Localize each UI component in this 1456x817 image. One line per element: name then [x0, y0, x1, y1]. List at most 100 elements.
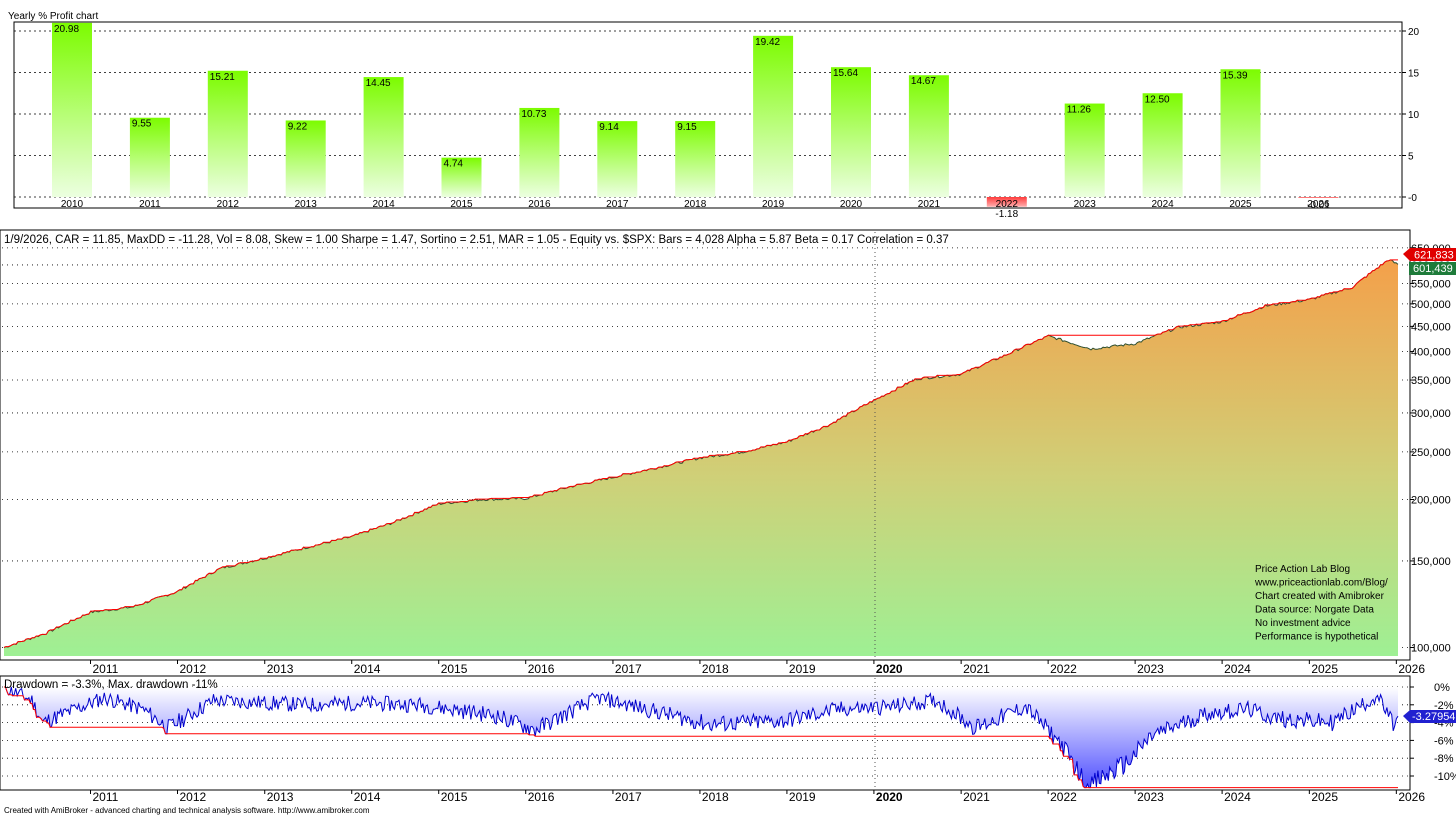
equity-x-tick-label: 2013 — [267, 662, 294, 676]
drawdown-y-tick-label: -6% — [1434, 735, 1454, 747]
profit-x-tick-label: 2021 — [918, 199, 941, 210]
equity-x-tick-label: 2017 — [615, 662, 642, 676]
equity-annotations: Price Action Lab Blog www.priceactionlab.… — [1254, 564, 1388, 643]
profit-x-tick-label: 2017 — [606, 199, 629, 210]
drawdown-y-tick-label: -2% — [1434, 700, 1454, 712]
equity-x-tick-label: 2016 — [528, 662, 555, 676]
drawdown-x-tick-label: 2025 — [1311, 790, 1338, 804]
footer-credit: Created with AmiBroker - advanced charti… — [4, 806, 370, 815]
equity-x-tick-label: 2026 — [1398, 662, 1425, 676]
equity-x-tick-label: 2020 — [876, 662, 903, 676]
profit-chart-title: Yearly % Profit chart — [8, 11, 98, 22]
equity-x-tick-label: 2022 — [1050, 662, 1077, 676]
equity-highs-line — [3, 259, 1398, 648]
profit-bars — [52, 22, 1339, 207]
equity-x-tick-label: 2021 — [963, 662, 990, 676]
max-drawdown-line — [4, 686, 1398, 789]
profit-data-label: 12.50 — [1145, 94, 1170, 105]
drawdown-pane: Drawdown = -3.3%, Max. drawdown -11% 0% -… — [0, 675, 1456, 804]
profit-bar — [986, 197, 1027, 207]
drawdown-y-ticks: 0%-2%-4%-6%-8%-10% — [1410, 682, 1456, 783]
profit-bar — [908, 75, 949, 197]
profit-data-label: 15.64 — [833, 68, 858, 79]
profit-data-label: 9.22 — [288, 121, 308, 132]
equity-y-tick-label: 200,000 — [1411, 495, 1451, 507]
drawdown-title: Drawdown = -3.3%, Max. drawdown -11% — [4, 679, 218, 691]
equity-y-tick-label: 150,000 — [1411, 556, 1451, 568]
profit-bar — [1142, 93, 1183, 197]
profit-y-tick-label: -0 — [1408, 193, 1417, 204]
profit-data-label: 9.15 — [677, 122, 697, 133]
drawdown-y-tick-label: 0% — [1434, 682, 1450, 694]
drawdown-x-tick-label: 2018 — [702, 790, 729, 804]
equity-stats-title: 1/9/2026, CAR = 11.85, MaxDD = -11.28, V… — [4, 234, 949, 246]
drawdown-x-tick-label: 2014 — [354, 790, 381, 804]
equity-y-tick-label: 300,000 — [1411, 408, 1451, 420]
equity-x-tick-label: 2025 — [1311, 662, 1338, 676]
profit-bar — [129, 117, 170, 197]
profit-x-ticks: 2010 2011 2012 2013 2014 2015 2016 2017 2018 2019… — [61, 199, 1330, 210]
profit-data-label: 4.74 — [444, 159, 464, 170]
equity-annotation-line: No investment advice — [1255, 618, 1351, 629]
equity-y-tick-label: 500,000 — [1411, 299, 1451, 311]
drawdown-x-tick-label: 2013 — [267, 790, 294, 804]
profit-bar — [207, 70, 248, 197]
equity-annotation-line: Price Action Lab Blog — [1255, 564, 1350, 575]
profit-x-tick-label: 2026 — [1307, 199, 1330, 210]
equity-x-ticks: 2011 2012 2013 2014 2015 2016 2017 2018 2019 2020… — [90, 660, 1425, 676]
drawdown-last-label: -3.27954 — [1412, 711, 1455, 723]
profit-data-label: 20.98 — [54, 24, 79, 35]
profit-bar — [831, 67, 871, 197]
profit-x-tick-label: 2015 — [450, 199, 473, 210]
drawdown-x-tick-label: 2026 — [1398, 790, 1425, 804]
profit-bar — [1298, 197, 1339, 198]
profit-bar — [52, 22, 92, 198]
drawdown-x-ticks: 2011 2012 2013 2014 2015 2016 2017 2018 2019 2020… — [90, 790, 1425, 804]
profit-y-tick-label: 5 — [1408, 152, 1414, 163]
profit-bar — [675, 121, 716, 197]
profit-bar — [1220, 69, 1261, 197]
profit-x-tick-label: 2010 — [61, 199, 84, 210]
profit-x-tick-label: 2023 — [1074, 199, 1097, 210]
drawdown-y-tick-label: -8% — [1434, 753, 1454, 765]
profit-data-label: -0.01 — [1307, 200, 1330, 211]
equity-x-tick-label: 2015 — [441, 662, 468, 676]
profit-y-tick-label: 10 — [1408, 110, 1420, 121]
equity-y-tick-label: 450,000 — [1411, 321, 1451, 333]
drawdown-x-tick-label: 2022 — [1050, 790, 1077, 804]
profit-x-tick-label: 2016 — [528, 199, 551, 210]
profit-y-tick-label: 15 — [1408, 69, 1420, 80]
drawdown-x-tick-label: 2019 — [789, 790, 816, 804]
equity-last-label: 601,439 — [1413, 263, 1453, 275]
equity-x-tick-label: 2024 — [1224, 662, 1251, 676]
profit-x-tick-label: 2025 — [1229, 199, 1252, 210]
equity-x-tick-label: 2014 — [354, 662, 381, 676]
equity-last-marker — [1409, 262, 1456, 275]
profit-bar — [519, 107, 560, 197]
profit-x-tick-label: 2012 — [217, 199, 240, 210]
profit-data-label: -1.18 — [995, 209, 1018, 220]
equity-y-tick-label: 400,000 — [1411, 347, 1451, 359]
equity-annotation-line: www.priceactionlab.com/Blog/ — [1254, 578, 1388, 589]
drawdown-x-tick-label: 2020 — [876, 790, 903, 804]
profit-x-tick-label: 2013 — [295, 199, 318, 210]
equity-value-labels: 621,833 601,439 — [1403, 248, 1456, 275]
profit-data-label: 15.21 — [210, 72, 235, 83]
profit-x-tick-label: 2011 — [139, 199, 161, 210]
profit-bar — [285, 120, 326, 197]
profit-bar — [753, 35, 794, 198]
drawdown-x-tick-label: 2016 — [528, 790, 555, 804]
drawdown-x-tick-label: 2015 — [441, 790, 468, 804]
profit-x-tick-label: 2022 — [996, 199, 1019, 210]
equity-annotation-line: Chart created with Amibroker — [1255, 591, 1385, 602]
equity-area — [4, 259, 1398, 656]
equity-x-tick-label: 2023 — [1137, 662, 1164, 676]
equity-y-tick-label: 350,000 — [1411, 375, 1451, 387]
profit-x-tick-label: 2020 — [840, 199, 863, 210]
profit-x-tick-label: 2018 — [684, 199, 707, 210]
drawdown-area — [4, 687, 1398, 788]
equity-x-tick-label: 2011 — [93, 662, 119, 676]
equity-y-tick-label: 550,000 — [1411, 279, 1451, 291]
drawdown-x-tick-label: 2011 — [93, 790, 119, 804]
profit-data-label: 9.14 — [599, 122, 619, 133]
